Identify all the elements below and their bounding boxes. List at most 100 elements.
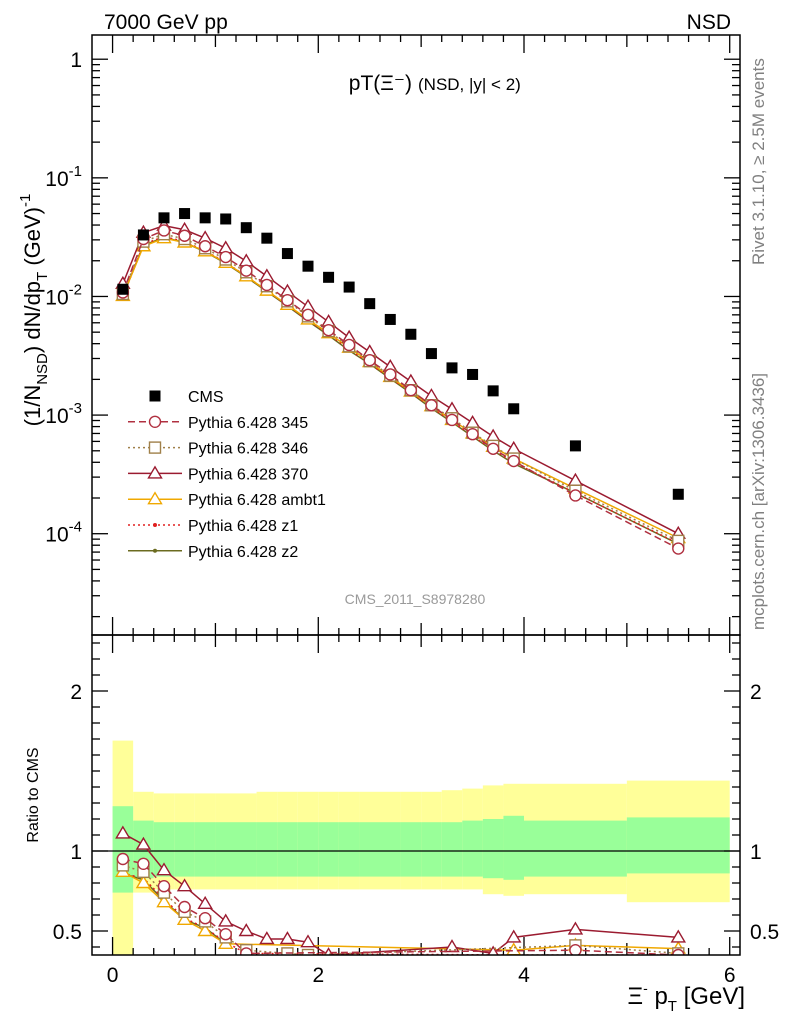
stat-band [626,817,730,874]
y-tick-label-right: 0.5 [750,921,779,944]
data-point [487,385,499,397]
stat-band [277,822,298,877]
data-point [238,923,255,937]
data-point [279,931,296,945]
y-tick-label-right: 1 [750,841,762,864]
data-point [342,338,356,352]
x-axis-label: Ξ- pT [GeV] [628,980,746,1015]
ratio-line [122,832,679,955]
data-point [149,390,161,402]
data-point [156,894,172,908]
data-point [672,488,684,500]
data-point [178,900,191,914]
data-point [148,415,162,428]
data-point [466,428,479,441]
data-point [240,222,252,234]
data-point [219,928,232,941]
data-point [176,878,193,892]
data-point [198,240,212,253]
data-point [672,948,685,955]
data-point [569,440,581,452]
data-point [464,414,481,429]
stat-band [380,822,401,877]
data-point [147,465,163,479]
y-tick-label-right: 2 [750,681,762,704]
stat-band [112,806,134,893]
rivet-version-label: Rivet 3.1.10, ≥ 2.5M events [749,58,768,265]
data-point [281,294,294,307]
ratio-series-pythia-6-428-345 [116,852,685,955]
data-point [261,232,273,244]
data-point [157,224,171,237]
data-point [137,229,149,241]
x-tick-label: 6 [724,964,736,987]
data-point [197,895,213,909]
data-point [384,313,396,325]
legend-item: CMS [149,389,224,406]
data-point [364,298,376,310]
data-point [219,250,232,264]
series-pythia-6-428-370 [115,217,687,539]
data-point [404,384,418,397]
data-point [135,875,152,889]
ratio-y-axis-label: Ratio to CMS [25,747,42,842]
legend-label: Pythia 6.428 346 [188,441,308,458]
stat-band [462,820,483,877]
data-point [281,248,293,260]
data-point [147,491,163,505]
data-point [137,857,150,870]
stat-band [174,822,195,877]
data-point [148,441,162,454]
data-point [569,944,582,955]
data-point [176,911,193,925]
data-point [343,281,355,293]
y-tick-label: 10-1 [45,163,82,191]
chart-subtitle: (NSD, |y| < 2) [418,75,521,94]
ratio-series-pythia-6-428-370 [115,825,687,955]
data-point [240,264,253,277]
mcplots-source-label: mcplots.cern.ch [arXiv:1306.3436] [749,373,768,630]
data-point [425,399,438,412]
legend-item: Pythia 6.428 346 [128,441,308,458]
y-tick-label: 10-3 [45,400,82,428]
x-tick-label: 0 [107,964,119,987]
data-point [425,348,437,360]
stat-band [194,822,216,877]
legend-item: Pythia 6.428 370 [128,465,308,483]
ratio-axes: 0.5 0.5 1 1 2 2 0 2 4 6 [53,635,779,987]
data-point [153,548,157,553]
chart-title: pT(Ξ⁻) [349,72,412,95]
data-point [363,354,376,367]
y-tick-label: 1 [70,49,82,72]
data-point [405,328,417,340]
stat-band [215,822,236,877]
series-line [122,233,679,542]
svg-text:(1/NNSD) dN/dpT (GeV)-1: (1/NNSD) dN/dpT (GeV)-1 [17,194,51,427]
data-point [301,308,315,322]
stat-band [441,822,463,877]
ratio-line [122,872,679,955]
data-point [507,454,520,468]
series-pythia-6-428-345 [116,224,685,555]
data-point [444,939,460,953]
legend-label: Pythia 6.428 370 [188,466,308,483]
svg-text:Ξ- pT [GeV]: Ξ- pT [GeV] [628,980,746,1015]
data-point [300,934,316,948]
data-point [135,836,152,850]
stat-band [482,819,504,879]
legend-label: Pythia 6.428 345 [188,415,308,432]
data-point [672,542,685,555]
data-point [220,213,232,225]
y-tick-label: 0.5 [53,921,82,944]
data-point [487,945,499,955]
energy-label: 7000 GeV pp [104,11,228,34]
data-point [116,852,130,866]
legend-label: Pythia 6.428 z1 [188,518,298,535]
data-point [198,912,212,925]
data-point [505,929,522,943]
data-point [197,923,213,937]
data-point [179,208,191,220]
legend: CMS Pythia 6.428 345 Pythia 6.428 346 Pythi… [128,389,326,561]
main-panel: 10-410-310-210-11 pT(Ξ⁻) (NSD, |y| < 2) … [17,34,741,636]
